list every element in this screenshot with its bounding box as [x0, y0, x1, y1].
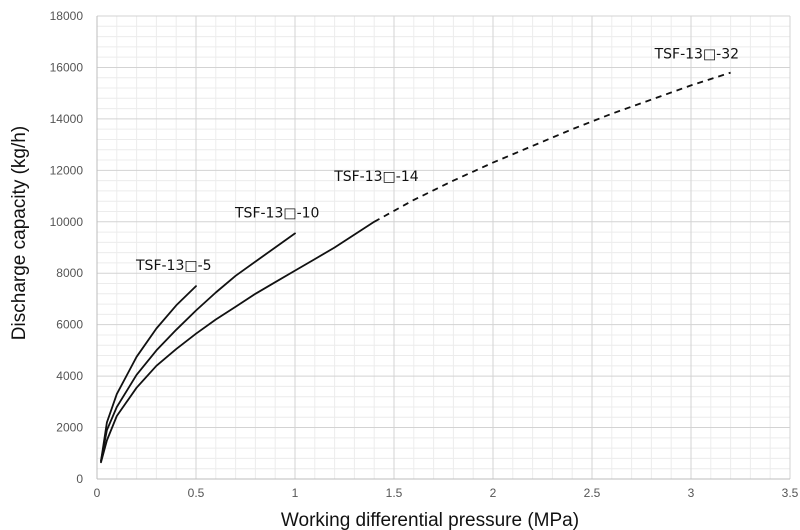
x-tick-label: 1 — [292, 486, 299, 500]
series-label-2: TSF-13□-10 — [234, 205, 319, 221]
x-axis-title: Working differential pressure (MPa) — [281, 510, 579, 530]
series-line-4 — [373, 71, 731, 223]
x-tick-label: 0.5 — [188, 486, 205, 500]
x-tick-labels: 0 0.5 1 1.5 2 2.5 3 3.5 — [94, 486, 799, 500]
y-tick-label: 8000 — [56, 266, 83, 280]
y-tick-label: 12000 — [50, 163, 84, 177]
x-tick-label: 3 — [688, 486, 695, 500]
series-lines — [100, 71, 731, 464]
series-labels: TSF-13□-5 TSF-13□-10 TSF-13□-14 TSF-13□-32 — [135, 47, 739, 274]
x-tick-label: 0 — [94, 486, 101, 500]
x-tick-label: 2.5 — [584, 486, 601, 500]
series-label-1: TSF-13□-5 — [135, 258, 212, 274]
series-label-3: TSF-13□-14 — [333, 169, 419, 185]
x-tick-label: 2 — [490, 486, 497, 500]
x-tick-label: 3.5 — [782, 486, 799, 500]
axes — [96, 16, 790, 480]
series-line-2 — [100, 232, 296, 462]
y-tick-label: 10000 — [50, 215, 84, 229]
major-gridlines — [97, 15, 791, 479]
y-axis-title: Discharge capacity (kg/h) — [9, 126, 30, 340]
y-tick-label: 18000 — [50, 9, 84, 23]
series-line-3 — [100, 220, 376, 464]
series-label-4: TSF-13□-32 — [654, 47, 739, 63]
y-tick-labels: 0 2000 4000 6000 8000 10000 12000 14000 16000 180… — [50, 9, 84, 486]
y-tick-label: 14000 — [50, 112, 84, 126]
series-line-1 — [100, 285, 197, 462]
y-tick-label: 6000 — [56, 318, 83, 332]
y-tick-label: 16000 — [50, 60, 84, 74]
y-tick-label: 2000 — [56, 421, 83, 435]
y-tick-label: 4000 — [56, 369, 83, 383]
x-tick-label: 1.5 — [386, 486, 403, 500]
y-tick-label: 0 — [76, 472, 83, 486]
minor-gridlines — [97, 16, 790, 479]
